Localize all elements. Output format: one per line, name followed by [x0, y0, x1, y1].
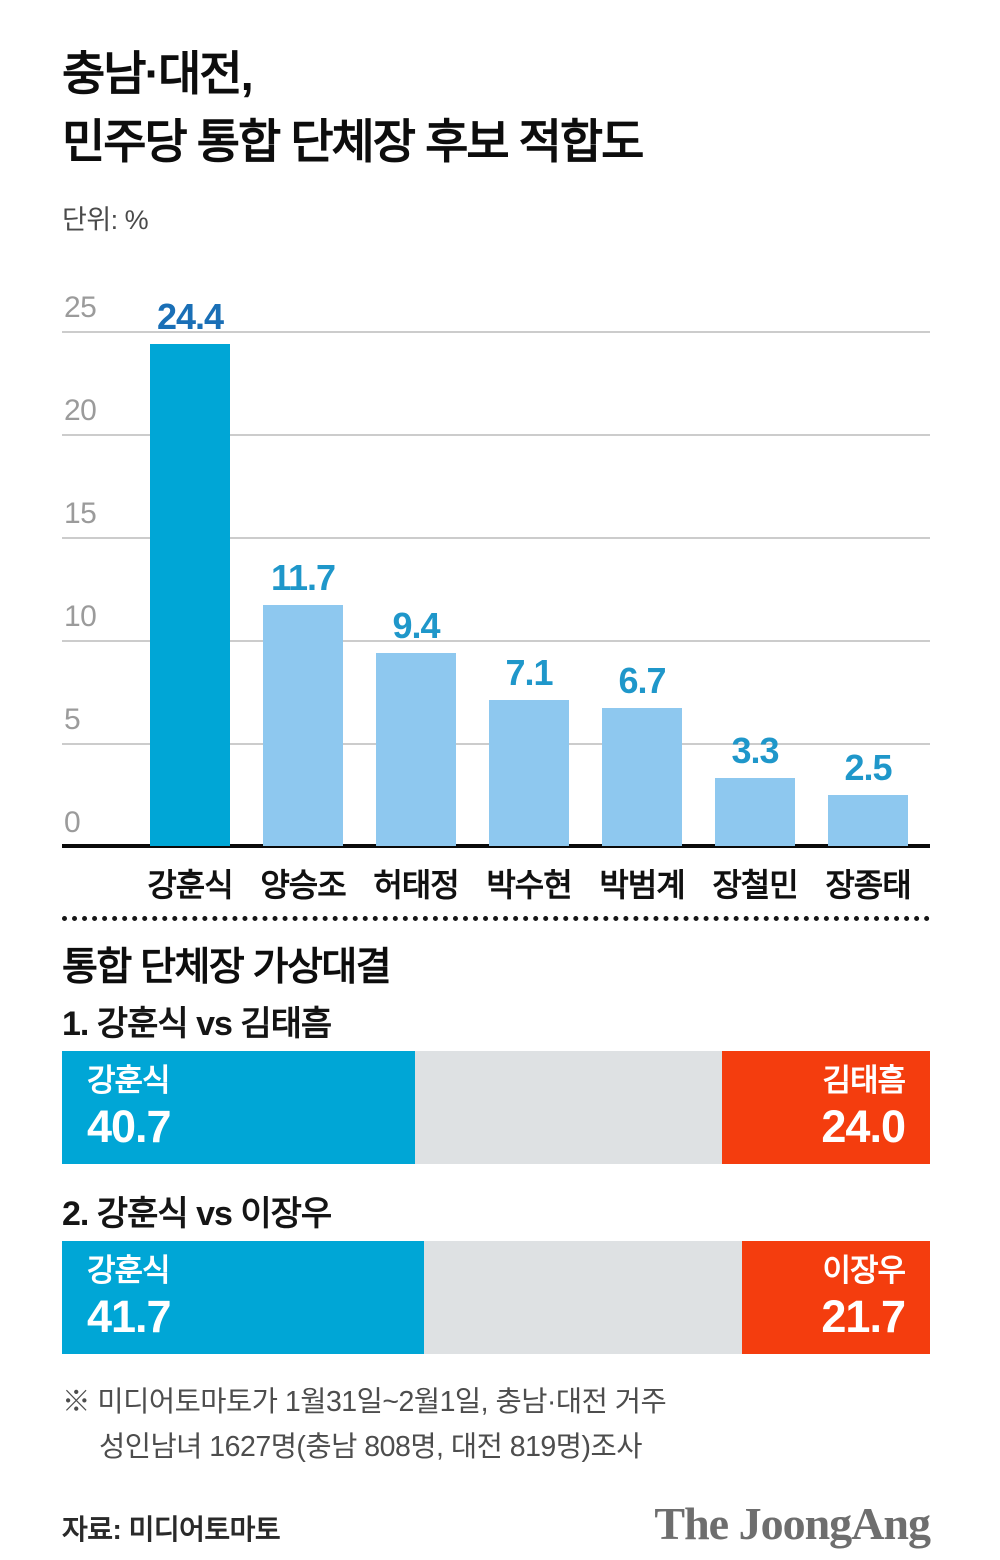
joongang-logo: The JoongAng	[654, 1497, 931, 1549]
footnote-line1: ※ 미디어토마토가 1월31일~2월1일, 충남·대전 거주	[62, 1385, 667, 1418]
unit-label: 단위: %	[62, 205, 149, 236]
y-axis-tick-label: 10	[64, 600, 97, 634]
bar-plot: 25 20 15 10 5 0 24.4 11.7 9.4 7.1 6.7 3.3 2.5	[62, 291, 930, 849]
matchup-bar: 강훈식 41.7 이장우 21.7	[62, 1240, 930, 1354]
bar-category-label: 강훈식	[147, 867, 233, 904]
y-axis-tick-label: 25	[64, 291, 97, 325]
bar	[376, 652, 456, 847]
matchup-neutral-segment	[415, 1050, 722, 1164]
candidate-value: 41.7	[87, 1290, 172, 1342]
bar-category-label: 박수현	[486, 867, 572, 904]
bar-categories: 강훈식 양승조 허태정 박수현 박범계 장철민 장종태	[62, 860, 930, 903]
x-axis-line	[62, 844, 930, 849]
candidate-name: 이장우	[822, 1252, 906, 1288]
bar	[489, 700, 569, 847]
bar-category-label: 박범계	[599, 867, 685, 904]
page-title: 충남·대전, 민주당 통합 단체장 후보 적합도	[62, 40, 930, 176]
bar-value-label: 7.1	[505, 652, 553, 694]
grid-line	[62, 537, 930, 540]
matchup-bar: 강훈식 40.7 김태흠 24.0	[62, 1050, 930, 1164]
candidate-value: 24.0	[821, 1101, 906, 1153]
bar	[715, 778, 795, 847]
page-title-line1: 충남·대전,	[62, 47, 254, 100]
bar-value-label: 24.4	[156, 295, 224, 337]
y-axis-tick-label: 20	[64, 394, 97, 428]
bar-value-label: 9.4	[392, 604, 440, 646]
bar-value-label: 6.7	[618, 660, 666, 702]
grid-line	[62, 331, 930, 334]
matchup-1-label: 1. 강훈식 vs 김태흠	[62, 1004, 332, 1043]
bar	[150, 343, 230, 847]
footer: 자료: 미디어토마토 The JoongAng	[62, 1497, 931, 1550]
candidate-value: 21.7	[821, 1290, 906, 1342]
bar-category-label: 허태정	[373, 867, 459, 904]
bar-category-label: 양승조	[260, 867, 346, 904]
y-axis-tick-label: 0	[64, 806, 81, 840]
bar-value-label: 2.5	[844, 746, 892, 788]
bar	[828, 794, 908, 847]
footnote-line2: 성인남녀 1627명(충남 808명, 대전 819명)조사	[99, 1431, 642, 1464]
page-title-line2: 민주당 통합 단체장 후보 적합도	[62, 115, 644, 169]
grid-line	[62, 640, 930, 643]
candidate-name: 강훈식	[87, 1063, 171, 1099]
matchup-left-segment: 강훈식 40.7	[62, 1050, 416, 1164]
source-label: 자료: 미디어토마토	[62, 1513, 281, 1545]
grid-line	[62, 434, 930, 437]
bar-category-label: 장종태	[825, 867, 911, 904]
versus-heading: 통합 단체장 가상대결	[62, 946, 392, 990]
y-axis-tick-label: 5	[64, 703, 81, 737]
matchup-right-segment: 김태흠 24.0	[721, 1050, 930, 1164]
matchup-2-label: 2. 강훈식 vs 이장우	[62, 1194, 332, 1233]
bar	[263, 605, 343, 847]
candidate-name: 김태흠	[822, 1063, 906, 1099]
matchup-right-segment: 이장우 21.7	[741, 1240, 930, 1354]
matchup-neutral-segment	[423, 1240, 742, 1354]
y-axis-tick-label: 15	[64, 497, 97, 531]
bar	[602, 708, 682, 847]
footnote: ※ 미디어토마토가 1월31일~2월1일, 충남·대전 거주 성인남녀 1627…	[62, 1380, 930, 1471]
candidate-value: 40.7	[87, 1101, 172, 1153]
dotted-divider	[62, 916, 930, 922]
bar-value-label: 11.7	[270, 557, 336, 599]
bar-chart: 25 20 15 10 5 0 24.4 11.7 9.4 7.1 6.7 3.3 2.5 강훈식 양승조…	[62, 291, 930, 903]
matchup-left-segment: 강훈식 41.7	[62, 1240, 424, 1354]
bar-value-label: 3.3	[731, 730, 779, 772]
bar-category-label: 장철민	[712, 867, 798, 904]
candidate-name: 강훈식	[87, 1252, 171, 1288]
